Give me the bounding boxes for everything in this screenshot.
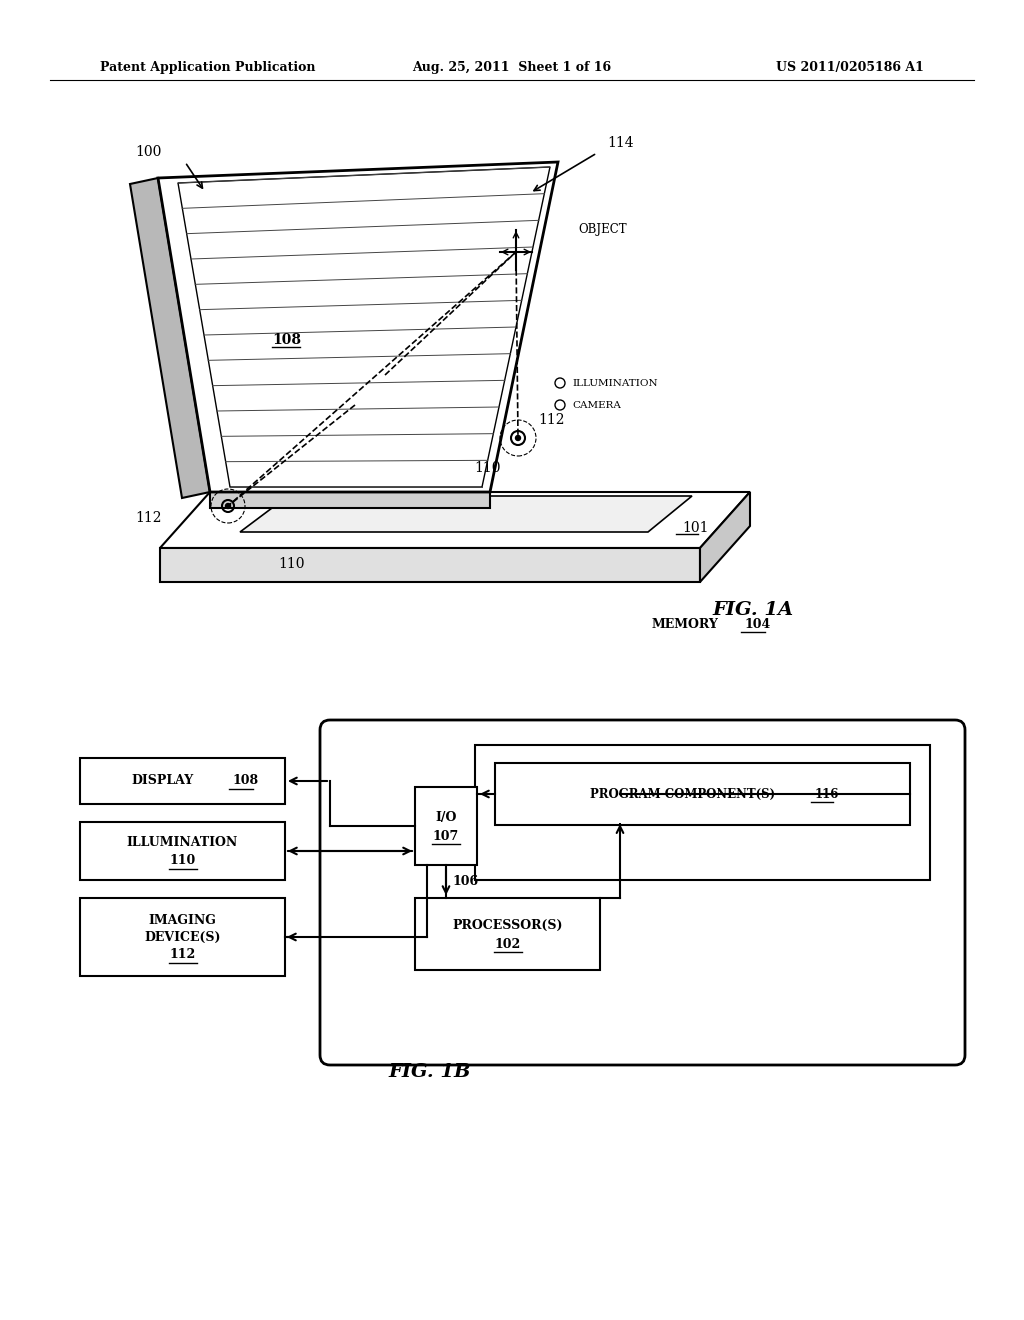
Text: 112: 112: [169, 949, 196, 961]
Polygon shape: [240, 496, 692, 532]
Text: I/O: I/O: [435, 810, 457, 824]
Polygon shape: [700, 492, 750, 582]
Bar: [415, 787, 477, 865]
Text: 108: 108: [272, 333, 301, 347]
Text: ILLUMINATION: ILLUMINATION: [127, 836, 239, 849]
Text: IMAGING: IMAGING: [148, 913, 216, 927]
Text: 100: 100: [135, 145, 162, 158]
Text: Patent Application Publication: Patent Application Publication: [100, 62, 315, 74]
Text: 106: 106: [452, 875, 478, 888]
Text: 112: 112: [538, 413, 564, 426]
Text: 102: 102: [495, 937, 520, 950]
Text: OBJECT: OBJECT: [578, 223, 627, 236]
Text: 110: 110: [279, 557, 305, 572]
Text: FIG. 1B: FIG. 1B: [389, 1063, 471, 1081]
Text: 108: 108: [232, 775, 259, 788]
Bar: [80, 822, 285, 880]
FancyBboxPatch shape: [319, 719, 965, 1065]
Text: 101: 101: [682, 521, 709, 535]
Bar: [415, 898, 600, 970]
Text: FIG. 1A: FIG. 1A: [712, 601, 794, 619]
Text: MEMORY: MEMORY: [651, 618, 718, 631]
Text: US 2011/0205186 A1: US 2011/0205186 A1: [776, 62, 924, 74]
Bar: [80, 898, 285, 975]
Text: DISPLAY: DISPLAY: [131, 775, 194, 788]
Polygon shape: [130, 178, 210, 498]
Text: 112: 112: [135, 511, 162, 525]
Polygon shape: [178, 168, 550, 487]
Bar: [475, 744, 930, 880]
Circle shape: [225, 503, 230, 508]
Text: 107: 107: [433, 829, 459, 842]
Text: 110: 110: [169, 854, 196, 867]
Text: CAMERA: CAMERA: [572, 400, 621, 409]
Polygon shape: [160, 492, 750, 548]
Polygon shape: [210, 492, 490, 508]
Text: DEVICE(S): DEVICE(S): [144, 931, 221, 944]
Text: 110: 110: [475, 461, 502, 475]
Polygon shape: [158, 162, 558, 492]
Circle shape: [515, 436, 520, 441]
Text: Aug. 25, 2011  Sheet 1 of 16: Aug. 25, 2011 Sheet 1 of 16: [413, 62, 611, 74]
Text: 114: 114: [607, 136, 634, 150]
Bar: [495, 763, 910, 825]
Polygon shape: [160, 548, 700, 582]
Text: PROGRAM COMPONENT(S): PROGRAM COMPONENT(S): [590, 788, 775, 800]
Bar: [80, 758, 285, 804]
Text: PROCESSOR(S): PROCESSOR(S): [453, 919, 563, 932]
Text: 116: 116: [814, 788, 839, 800]
Text: ILLUMINATION: ILLUMINATION: [572, 379, 657, 388]
Text: 104: 104: [744, 618, 771, 631]
